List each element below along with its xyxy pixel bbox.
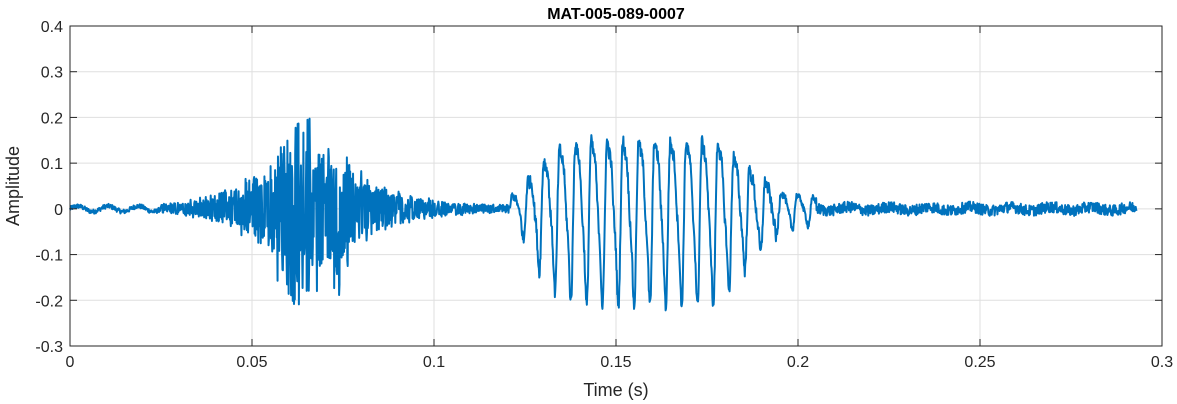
y-tick-label: 0 [54,202,63,219]
y-tick-label: 0.4 [41,19,63,36]
chart-title: MAT-005-089-0007 [547,6,685,23]
x-tick-label: 0.15 [600,354,631,371]
x-tick-label: 0 [66,354,75,371]
y-ticks: -0.3 -0.2 -0.1 0 0.1 0.2 0.3 0.4 [35,19,1162,356]
x-tick-label: 0.2 [787,354,809,371]
x-tick-label: 0.1 [423,354,445,371]
y-tick-label: -0.2 [35,293,63,310]
x-tick-label: 0.3 [1151,354,1173,371]
x-tick-label: 0.05 [236,354,267,371]
y-tick-label: 0.3 [41,65,63,82]
y-tick-label: 0.1 [41,156,63,173]
series-group [69,117,1138,312]
y-tick-label: -0.3 [35,339,63,356]
y-tick-label: -0.1 [35,248,63,265]
y-axis-label: Amplitude [3,146,23,226]
x-tick-label: 0.25 [964,354,995,371]
series-line [69,117,1138,312]
y-tick-label: 0.2 [41,110,63,127]
x-ticks: 0 0.05 0.1 0.15 0.2 0.25 0.3 [66,26,1173,371]
x-axis-label: Time (s) [583,380,648,400]
